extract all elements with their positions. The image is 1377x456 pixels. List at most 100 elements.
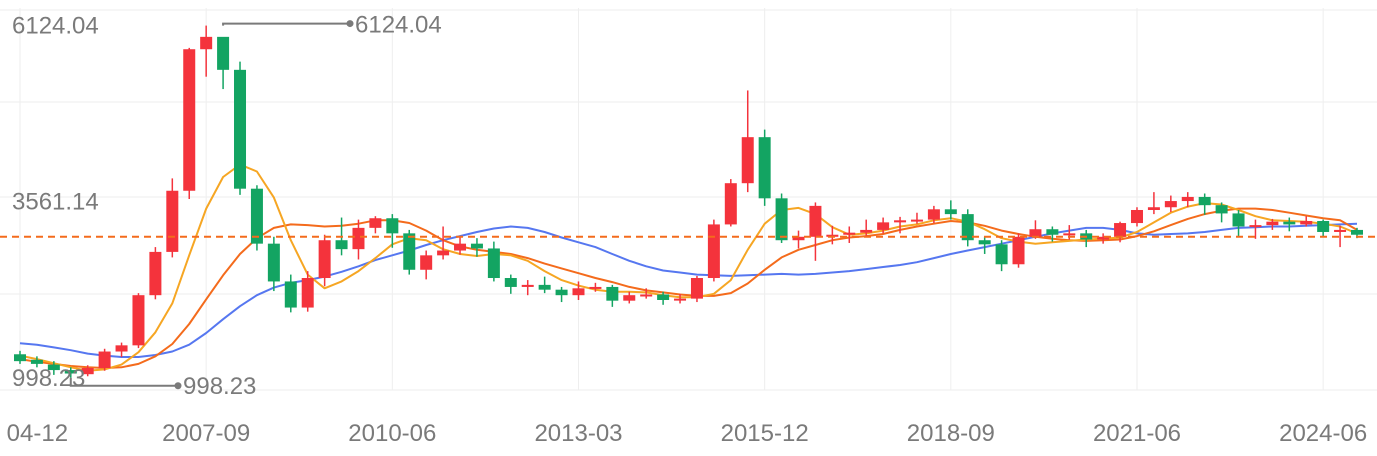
candle-body: [826, 234, 839, 237]
candle-body: [927, 209, 940, 220]
candle-body: [98, 351, 111, 369]
candlesticks: [14, 25, 1363, 378]
candle-body: [369, 218, 382, 228]
candle-body: [284, 281, 297, 308]
candle-body: [775, 198, 788, 241]
y-label-high: 6124.04: [12, 13, 99, 40]
candle: [674, 293, 687, 304]
candle-body: [217, 36, 230, 70]
candle-body: [707, 224, 720, 279]
candle-body: [606, 286, 619, 301]
candle-body: [1046, 229, 1059, 235]
candle-body: [860, 229, 873, 233]
candle: [1012, 233, 1025, 268]
candle: [741, 90, 754, 193]
candle: [589, 282, 602, 292]
candle: [454, 236, 467, 255]
candle: [1080, 229, 1093, 248]
x-label: 2024-06: [1279, 420, 1367, 447]
candle-body: [132, 295, 145, 346]
candle: [132, 293, 145, 349]
candle: [572, 281, 585, 300]
y-label-low: 998.23: [12, 365, 85, 392]
candle: [352, 219, 365, 260]
candle-body: [623, 295, 636, 301]
candle-body: [403, 233, 416, 270]
candle-body: [250, 188, 263, 244]
candle: [860, 219, 873, 237]
candle: [1046, 226, 1059, 242]
candle-body: [657, 294, 670, 300]
candle: [1317, 219, 1330, 238]
candle-body: [758, 137, 771, 199]
candle-body: [674, 298, 687, 301]
candle: [217, 36, 230, 90]
candle-body: [115, 345, 128, 352]
high-annotation-label: 6124.04: [355, 12, 442, 39]
candle: [724, 179, 737, 227]
candle-body: [995, 244, 1008, 265]
candle-body: [420, 255, 433, 270]
candle-body: [81, 368, 94, 375]
candle: [1300, 216, 1313, 227]
candle-body: [1147, 207, 1160, 210]
candle-body: [1198, 196, 1211, 206]
candle: [555, 286, 568, 303]
candle: [284, 274, 297, 313]
candle: [318, 234, 331, 287]
candle: [826, 225, 839, 245]
candle-body: [301, 278, 314, 308]
y-axis-labels: 6124.04 3561.14 998.23: [12, 13, 99, 392]
x-label: 2013-03: [534, 420, 622, 447]
candle: [538, 276, 551, 294]
candle-body: [1181, 196, 1194, 202]
candle: [758, 129, 771, 206]
candle: [843, 226, 856, 243]
candle-body: [504, 278, 517, 287]
candle: [487, 241, 500, 282]
candle: [369, 216, 382, 234]
candle-body: [1300, 220, 1313, 225]
candle: [200, 25, 213, 77]
candle: [978, 236, 991, 254]
candle: [166, 178, 179, 258]
candle: [1215, 202, 1228, 223]
candle-body: [1029, 229, 1042, 237]
candle-body: [792, 236, 805, 241]
candle: [234, 61, 247, 195]
candle-body: [64, 370, 77, 374]
candle-body: [1334, 229, 1347, 232]
candle-body: [724, 183, 737, 225]
x-label: 2010-06: [348, 420, 436, 447]
candle-body: [1266, 221, 1279, 226]
candle: [1334, 225, 1347, 248]
candle-body: [166, 190, 179, 252]
candle: [14, 350, 26, 364]
candle: [301, 271, 314, 312]
candle-body: [910, 219, 923, 222]
candle-body: [437, 250, 450, 256]
candle-body: [538, 284, 551, 290]
candle: [1164, 195, 1177, 213]
candle: [657, 291, 670, 305]
candle: [115, 342, 128, 358]
candle-body: [352, 227, 365, 250]
candle-body: [944, 209, 957, 215]
candle-body: [741, 137, 754, 184]
candle-body: [640, 294, 653, 297]
candle: [877, 217, 890, 234]
candle: [707, 219, 720, 282]
y-label-mid: 3561.14: [12, 189, 99, 216]
high-connector-path: [222, 22, 350, 26]
candle: [1283, 217, 1296, 232]
candle: [521, 280, 534, 296]
candle-body: [14, 354, 26, 362]
x-label: 04-12: [0, 420, 68, 447]
candle-body: [1317, 220, 1330, 232]
candle-body: [234, 69, 247, 189]
candle-body: [1012, 236, 1025, 265]
candle: [1097, 233, 1110, 244]
candle: [995, 240, 1008, 272]
